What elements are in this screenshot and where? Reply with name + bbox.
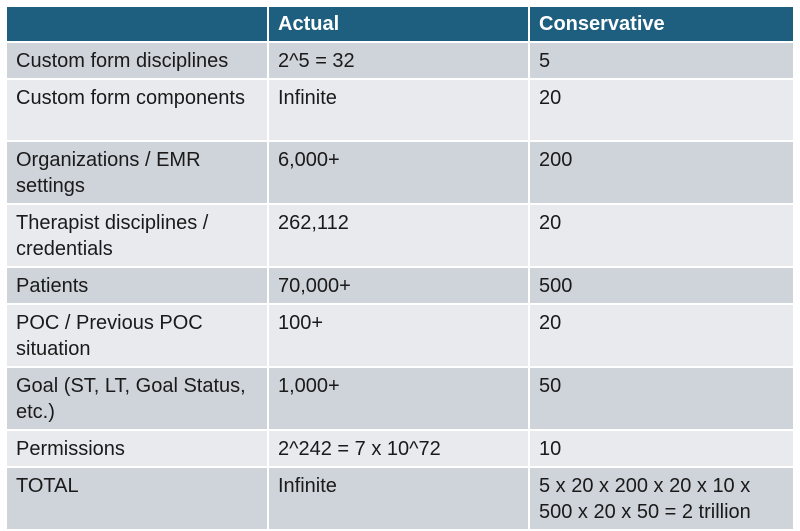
table-row: Organizations / EMR settings 6,000+ 200 [7,141,793,205]
row-label: Goal (ST, LT, Goal Status, etc.) [7,367,269,431]
row-label: Therapist disciplines / credentials [7,204,269,268]
table-row: Permissions 2^242 = 7 x 10^72 10 [7,430,793,468]
conservative-value: 20 [529,204,793,268]
row-label: TOTAL [7,467,269,531]
table-row: Custom form disciplines 2^5 = 32 5 [7,42,793,80]
conservative-value: 50 [529,367,793,431]
conservative-value: 200 [529,141,793,205]
actual-value: 100+ [268,304,530,368]
header-cell-conservative: Conservative [529,7,793,43]
actual-value: Infinite [268,79,530,142]
actual-value: 70,000+ [268,267,530,305]
conservative-value: 20 [529,79,793,142]
row-label: Organizations / EMR settings [7,141,269,205]
table-row: Goal (ST, LT, Goal Status, etc.) 1,000+ … [7,367,793,431]
actual-value: 2^5 = 32 [268,42,530,80]
conservative-value: 5 [529,42,793,80]
actual-value: 1,000+ [268,367,530,431]
table-row: Custom form components Infinite 20 [7,79,793,142]
row-label: POC / Previous POC situation [7,304,269,368]
table-row: POC / Previous POC situation 100+ 20 [7,304,793,368]
conservative-value: 5 x 20 x 200 x 20 x 10 x 500 x 20 x 50 =… [529,467,793,531]
header-cell-actual: Actual [268,7,530,43]
conservative-value: 500 [529,267,793,305]
table-header-row: Actual Conservative [7,7,793,43]
actual-value: Infinite [268,467,530,531]
actual-value: 2^242 = 7 x 10^72 [268,430,530,468]
conservative-value: 20 [529,304,793,368]
estimates-table: Actual Conservative Custom form discipli… [7,7,793,531]
row-label: Custom form disciplines [7,42,269,80]
row-label: Patients [7,267,269,305]
row-label: Custom form components [7,79,269,142]
row-label: Permissions [7,430,269,468]
actual-value: 6,000+ [268,141,530,205]
conservative-value: 10 [529,430,793,468]
header-cell-empty [7,7,269,43]
table-row-total: TOTAL Infinite 5 x 20 x 200 x 20 x 10 x … [7,467,793,531]
actual-value: 262,112 [268,204,530,268]
table-row: Patients 70,000+ 500 [7,267,793,305]
table-row: Therapist disciplines / credentials 262,… [7,204,793,268]
